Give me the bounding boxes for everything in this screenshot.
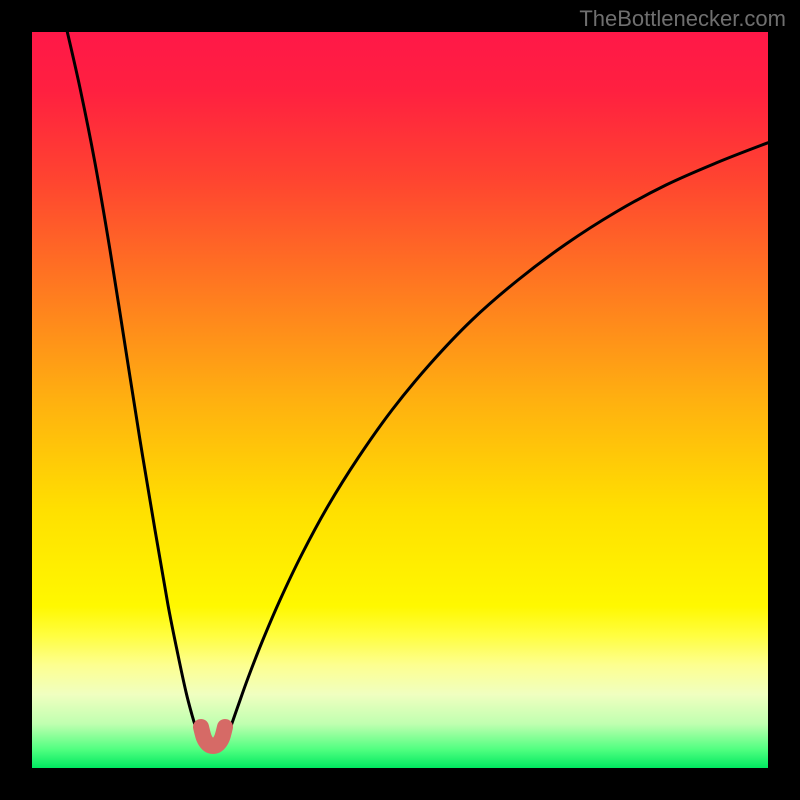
chart-canvas: TheBottlenecker.com	[0, 0, 800, 800]
chart-svg	[0, 0, 800, 800]
watermark-text: TheBottlenecker.com	[579, 6, 786, 32]
